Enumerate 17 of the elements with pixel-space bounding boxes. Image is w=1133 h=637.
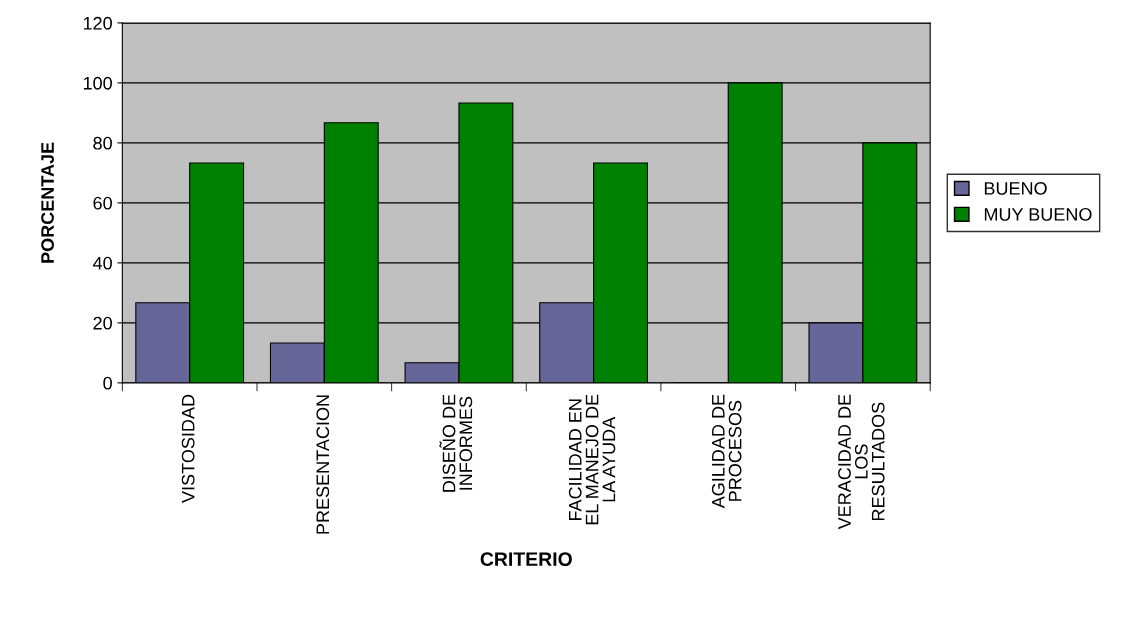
x-tick-label: AGILIDAD DE PROCESOS [711, 394, 742, 509]
y-tick-label: 80 [93, 136, 112, 150]
y-axis-title: PORCENTAJE [41, 142, 54, 263]
y-tick-label: 20 [93, 316, 112, 330]
y-tick-label: 60 [93, 196, 112, 210]
legend-label: MUY BUENO [984, 207, 1092, 221]
legend-label: BUENO [984, 182, 1047, 195]
y-tick-label: 120 [83, 16, 112, 30]
y-tick-label: 100 [83, 76, 112, 90]
x-tick-label: VERACIDAD DE LOS RESULTADOS [838, 394, 885, 530]
x-tick-label: DISEÑO DE INFORMES [439, 394, 473, 492]
x-tick-label: VISTOSIDAD [181, 394, 195, 503]
x-axis-title: CRITERIO [480, 552, 572, 567]
x-tick-label: PRESENTACION [316, 395, 330, 534]
y-tick-label: 0 [103, 376, 112, 390]
x-tick-label: FACILIDAD EN EL MANEJO DE LA AYUDA [568, 394, 616, 525]
y-tick-label: 40 [92, 256, 112, 270]
